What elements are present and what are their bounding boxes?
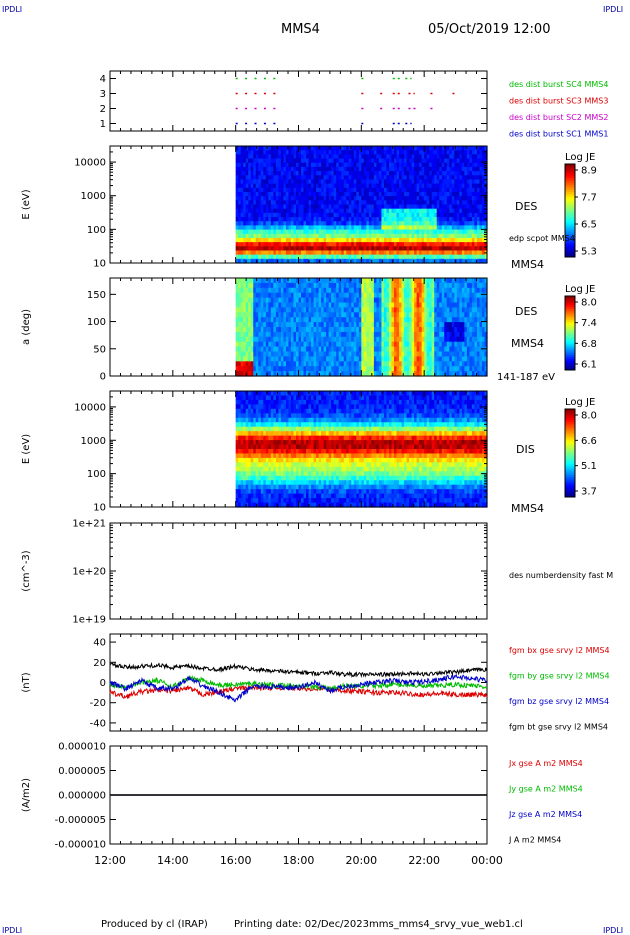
des-pitch-heatmap-cells xyxy=(236,278,488,377)
y-tick-label: 2 xyxy=(100,104,106,115)
des-energy-heatmap-cells xyxy=(236,146,488,264)
y-tick-label: 100 xyxy=(87,225,106,236)
des-energy-sc-label: MMS4 xyxy=(511,258,544,271)
y-tick-label: 10000 xyxy=(74,158,106,169)
des-energy-ylabel: E (eV) xyxy=(21,189,32,219)
burst-legend-entry: des dist burst SC4 MMS4 xyxy=(509,80,608,89)
colorbar-tick-label: 6.5 xyxy=(581,220,597,231)
burst-legend-entry: des dist burst SC3 MMS3 xyxy=(509,97,608,106)
burst-legend-entry: des dist burst SC2 MMS2 xyxy=(509,113,608,122)
y-tick-label: 3 xyxy=(100,89,106,100)
y-tick-label: 1 xyxy=(100,119,106,130)
y-tick-label: 1000 xyxy=(81,191,106,202)
colorbar-title: Log JE xyxy=(565,152,595,163)
burst-legend-entry: des dist burst SC1 MMS1 xyxy=(509,130,608,139)
y-tick-label: 4 xyxy=(100,74,106,85)
colorbar-tick-label: 8.9 xyxy=(581,166,597,177)
des-energy-scpot-label: edp scpot MMS4 xyxy=(509,234,575,243)
des-energy-label: DES xyxy=(515,200,537,213)
y-tick-label: 10 xyxy=(93,259,106,270)
burst-panel-frame xyxy=(110,71,487,131)
colorbar-tick-label: 7.7 xyxy=(581,193,597,204)
colorbar-tick-label: 5.3 xyxy=(581,247,597,258)
